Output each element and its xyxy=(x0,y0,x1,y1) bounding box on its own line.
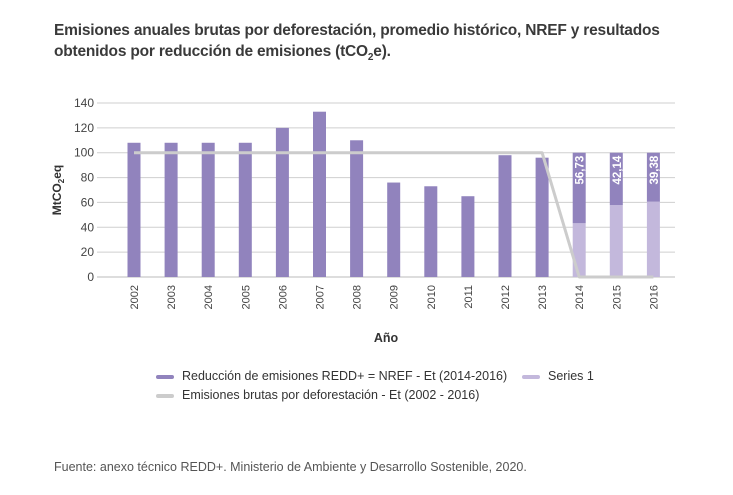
legend-label: Series 1 xyxy=(548,369,594,383)
bar-series1 xyxy=(646,201,660,277)
legend-item-series1: Series 1 xyxy=(522,369,594,383)
x-tick-label: 2014 xyxy=(574,285,586,309)
x-tick-label: 2012 xyxy=(500,285,512,309)
bar-reduccion xyxy=(313,111,326,277)
legend-item-reduccion: Reducción de emisiones REDD+ = NREF - Et… xyxy=(156,369,507,383)
data-label: 42,14 xyxy=(612,155,624,184)
bar-reduccion xyxy=(535,157,549,277)
bar-reduccion xyxy=(646,152,660,202)
x-tick-label: 2016 xyxy=(648,285,660,309)
bar-reduccion xyxy=(350,140,364,277)
y-tick-label: 60 xyxy=(81,195,95,209)
y-tick-label: 100 xyxy=(74,146,94,160)
bar-reduccion xyxy=(127,142,141,277)
x-tick-label: 2013 xyxy=(537,285,549,309)
data-label: 39,38 xyxy=(649,155,661,184)
x-axis-label: Año xyxy=(374,331,399,345)
x-tick-label: 2003 xyxy=(166,285,178,309)
bar-reduccion xyxy=(498,155,512,277)
bar-reduccion xyxy=(238,142,252,277)
y-tick-label: 40 xyxy=(81,220,95,234)
y-tick-label: 120 xyxy=(74,121,94,135)
bar-reduccion xyxy=(609,152,623,206)
source-note: Fuente: anexo técnico REDD+. Ministerio … xyxy=(54,460,527,474)
chart-title: Emisiones anuales brutas por deforestaci… xyxy=(54,20,674,68)
x-tick-label: 2010 xyxy=(426,285,438,309)
legend-label: Emisiones brutas por deforestación - Et … xyxy=(182,388,480,402)
title-text: Emisiones anuales brutas por deforestaci… xyxy=(54,22,660,60)
legend-swatch xyxy=(522,374,540,379)
legend-label: Reducción de emisiones REDD+ = NREF - Et… xyxy=(182,369,508,383)
title-end: e). xyxy=(373,43,391,60)
bar-reduccion xyxy=(387,182,401,277)
x-tick-label: 2006 xyxy=(277,285,289,309)
legend-item-emisiones: Emisiones brutas por deforestación - Et … xyxy=(156,388,479,402)
legend-swatch xyxy=(156,393,174,398)
x-tick-label: 2011 xyxy=(463,285,475,309)
x-tick-label: 2015 xyxy=(611,285,623,309)
y-axis-label: MtCO2eq xyxy=(50,165,66,215)
y-tick-label: 80 xyxy=(81,171,95,185)
bar-reduccion xyxy=(461,196,475,277)
data-label: 56,73 xyxy=(575,156,587,185)
x-tick-label: 2009 xyxy=(389,285,401,309)
bar-reduccion xyxy=(164,142,178,277)
y-tick-label: 20 xyxy=(81,245,95,259)
x-tick-label: 2004 xyxy=(203,285,215,309)
bar-series1 xyxy=(609,205,623,277)
bar-reduccion xyxy=(275,127,289,277)
x-tick-label: 2008 xyxy=(352,285,364,309)
title-subscript: 2 xyxy=(367,52,374,64)
y-tick-label: 140 xyxy=(74,96,94,110)
x-tick-label: 2005 xyxy=(240,285,252,309)
bar-reduccion xyxy=(201,142,215,277)
legend-swatch xyxy=(156,374,174,379)
bar-reduccion xyxy=(572,152,586,224)
y-tick-label: 0 xyxy=(87,270,94,284)
bar-series1 xyxy=(572,223,586,277)
x-tick-label: 2007 xyxy=(315,285,327,309)
bar-reduccion xyxy=(424,186,438,277)
x-tick-label: 2002 xyxy=(129,285,141,309)
line-emisiones-brutas xyxy=(134,151,654,279)
